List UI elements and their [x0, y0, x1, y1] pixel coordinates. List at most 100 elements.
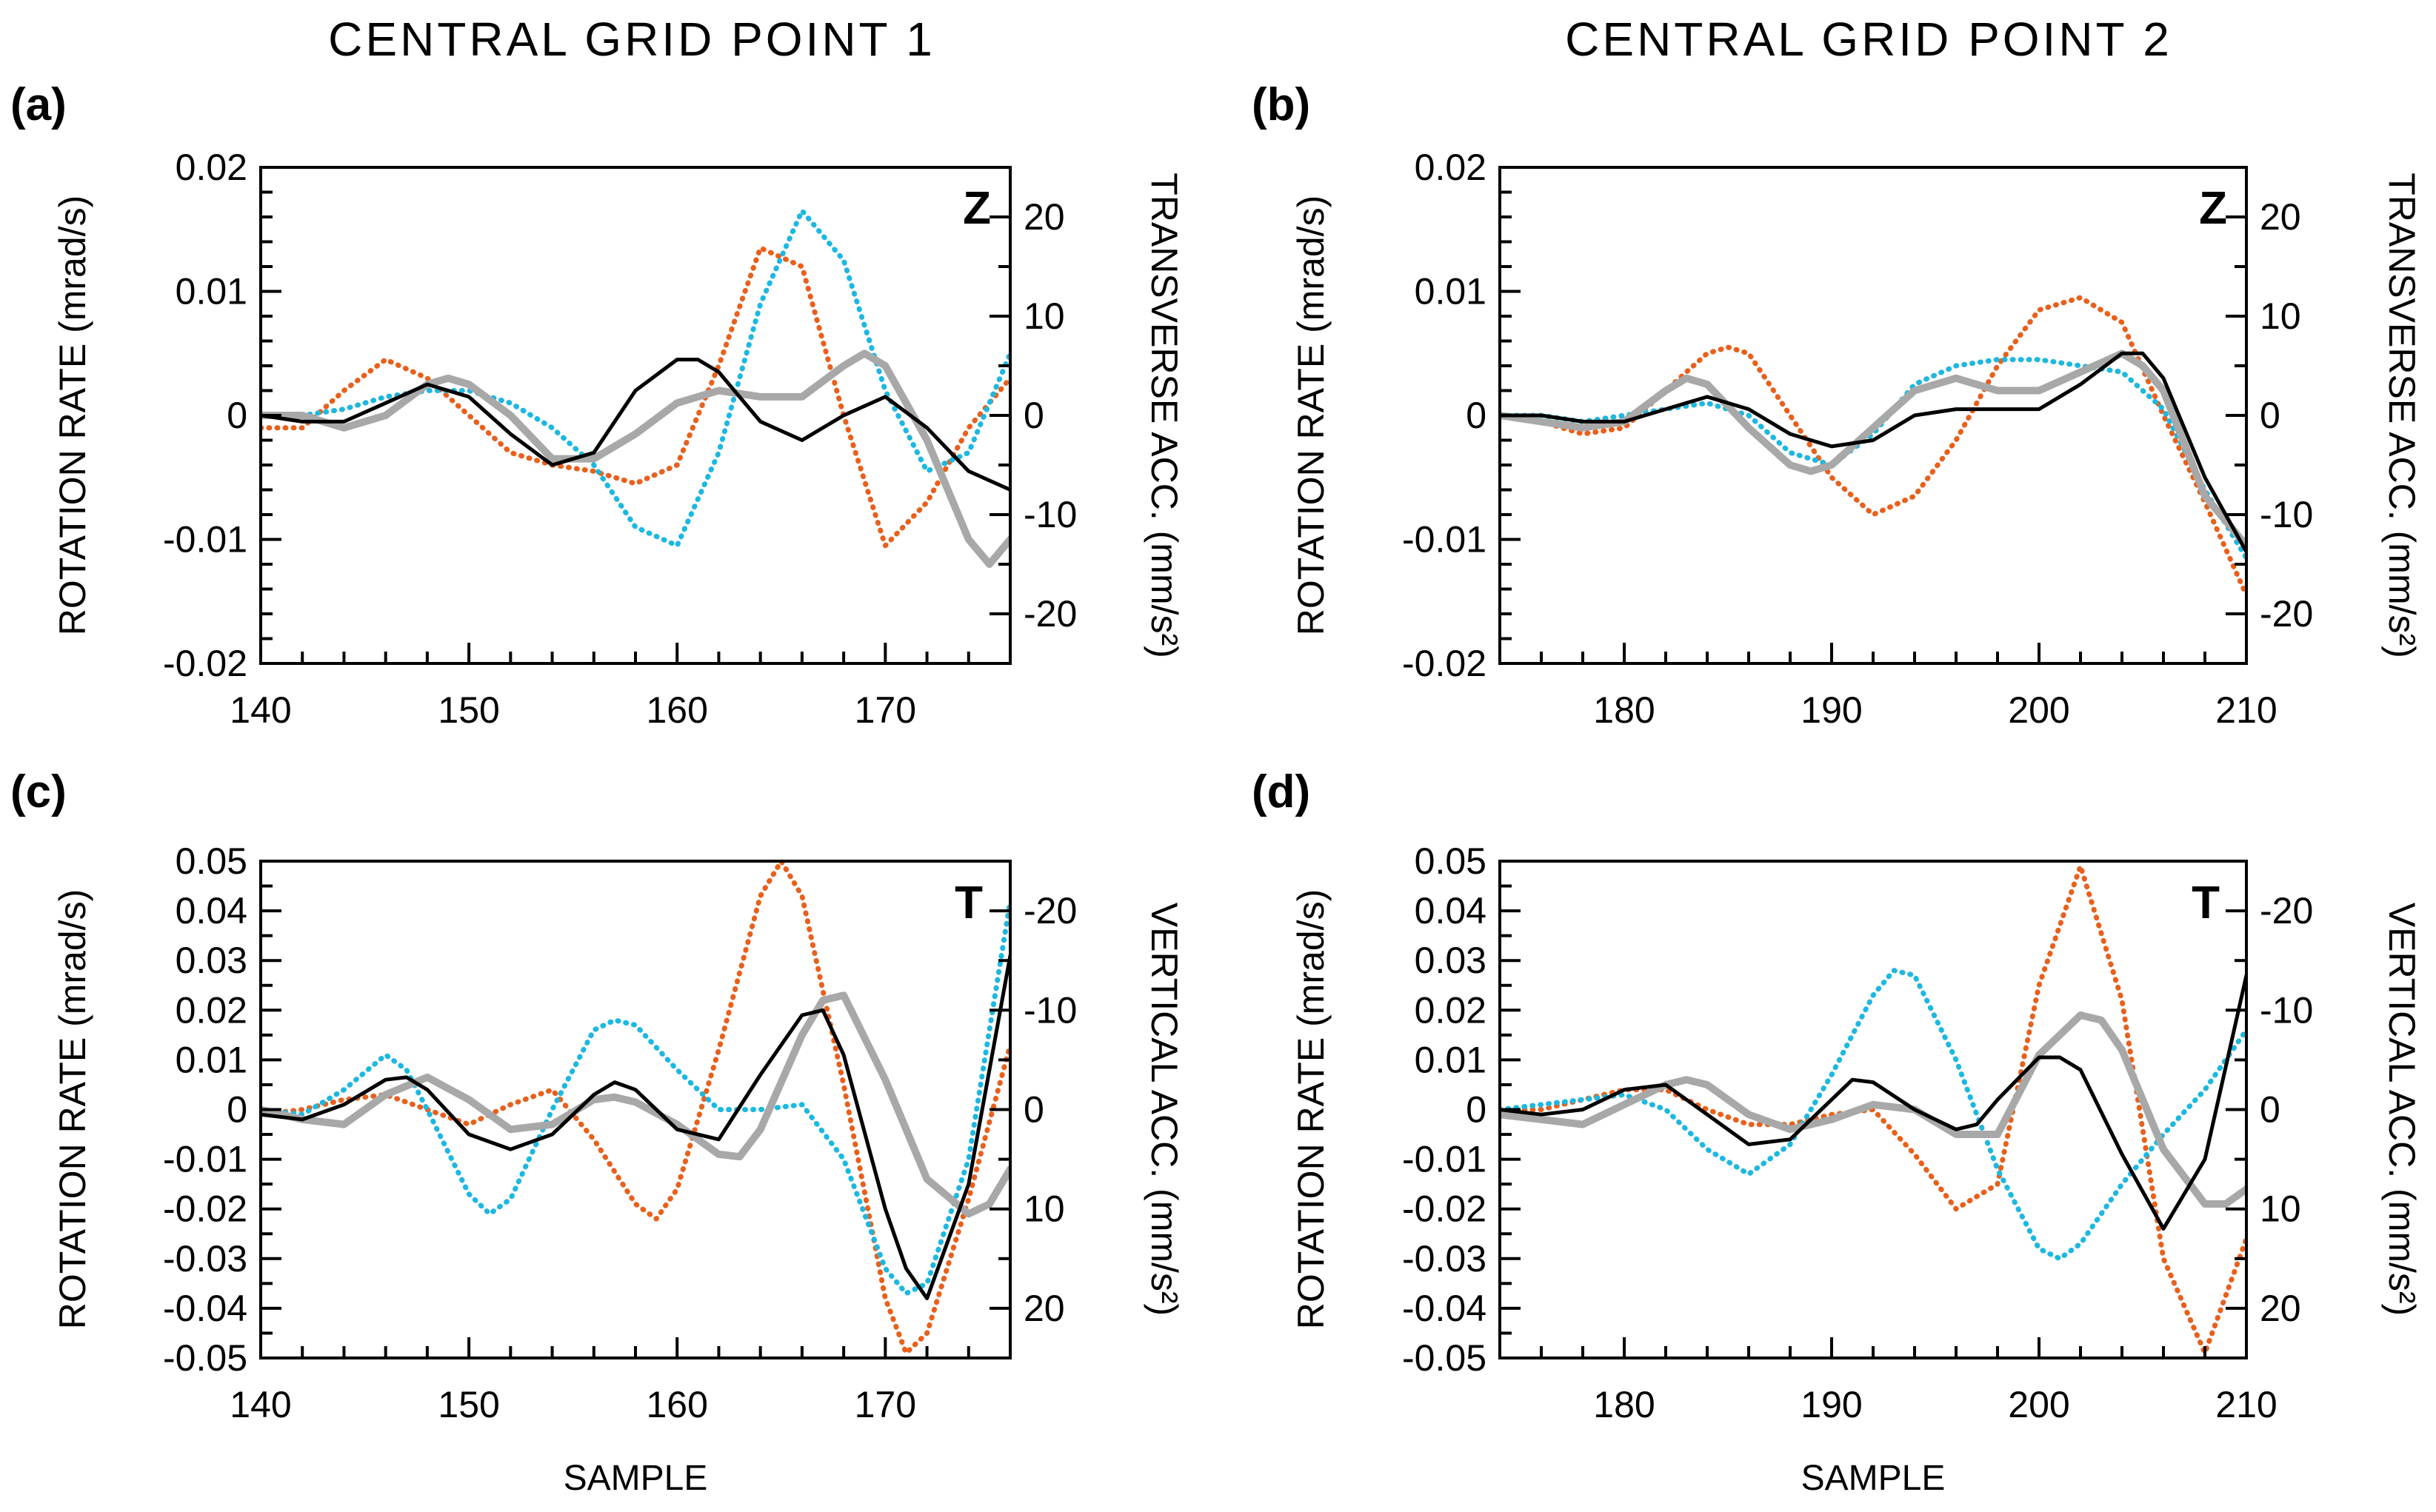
series-line-dotted-cyan	[261, 208, 1010, 549]
y-tick-label: 0	[1466, 1089, 1486, 1131]
right-y-tick-label: -20	[1024, 593, 1077, 635]
x-tick-label: 180	[1593, 1384, 1655, 1425]
right-axis-label: TRANSVERSE ACC. (mm/s²)	[2381, 173, 2423, 658]
series-line-solid-gray	[261, 991, 1010, 1218]
y-tick-label: 0.05	[176, 840, 247, 882]
y-tick-label: 0	[227, 1089, 247, 1131]
series-line-dotted-orange	[261, 245, 1010, 549]
series-group	[261, 208, 1010, 568]
y-tick-label: -0.04	[163, 1288, 247, 1329]
plot-frame	[1498, 860, 2248, 1359]
x-tick-label: 150	[438, 1384, 499, 1425]
x-tick-label: 210	[2215, 1384, 2277, 1425]
y-tick-label: 0.05	[1415, 840, 1486, 882]
series-group	[1500, 295, 2246, 598]
series-line-solid-black	[1500, 973, 2246, 1231]
y-tick-label: -0.05	[163, 1337, 247, 1379]
right-y-tick-label: 10	[1024, 1188, 1065, 1230]
panel-d: (d) 180 190 200 210-0.05-0.04-0.03-0.02-0.0…	[1252, 766, 2423, 1498]
plot-area: 180 190 200 210-0.05-0.04-0.03-0.02-0.0100.…	[1402, 840, 2313, 1425]
y-tick-label: -0.01	[163, 519, 247, 561]
y-tick-label: -0.01	[1402, 519, 1486, 561]
left-axis-label: ROTATION RATE (mrad/s)	[1290, 195, 1332, 635]
series-line-solid-black	[261, 954, 1010, 1300]
right-y-tick-label: 0	[2260, 395, 2280, 436]
plot-frame	[259, 166, 1012, 665]
component-label: Z	[963, 183, 991, 234]
right-y-tick-label: -10	[2260, 494, 2313, 535]
x-tick-label: 140	[230, 689, 291, 731]
x-tick-label: 170	[855, 1384, 916, 1425]
y-tick-label: 0.01	[176, 1039, 247, 1080]
series-line-solid-gray	[1500, 349, 2246, 549]
y-tick-label: -0.03	[163, 1238, 247, 1279]
right-y-tick-label: 20	[1024, 196, 1065, 238]
right-axis-label: VERTICAL ACC. (mm/s²)	[2381, 903, 2423, 1316]
series-line-dotted-orange	[261, 858, 1010, 1356]
series-line-dotted-cyan	[261, 898, 1010, 1297]
right-y-tick-label: -10	[1024, 989, 1077, 1031]
y-tick-label: 0.02	[1415, 989, 1486, 1031]
panel-c: (c) 140 150 160 170 -0.05 -0.04 -0.03 -0.02 -0.0…	[10, 766, 1185, 1498]
x-tick-label: 180	[1593, 689, 1655, 731]
x-tick-label: 190	[1801, 1384, 1862, 1425]
right-y-tick-label: -10	[1024, 494, 1077, 535]
column-title-1: CENTRAL GRID POINT 1	[328, 13, 935, 66]
series-line-dotted-orange	[1500, 295, 2246, 598]
series-line-dotted-cyan	[1500, 357, 2246, 561]
panel-label: (d)	[1252, 766, 1310, 817]
y-tick-label: 0.02	[176, 989, 247, 1031]
y-tick-label: 0	[227, 395, 247, 436]
x-tick-label: 210	[2215, 689, 2277, 731]
y-tick-label: 0.03	[1415, 940, 1486, 981]
y-tick-label: -0.01	[163, 1139, 247, 1180]
series-group	[1500, 863, 2246, 1356]
panel-b: (b) 180 190 200 210 -0.02 -0.01 0 0.01 0.02 20 10 0…	[1252, 79, 2423, 731]
component-label: T	[2192, 877, 2220, 929]
x-tick-label: 200	[2008, 1384, 2069, 1425]
y-tick-label: -0.02	[1402, 1188, 1486, 1230]
left-axis-label: ROTATION RATE (mrad/s)	[1290, 889, 1332, 1329]
plot-area: 180 190 200 210 -0.02 -0.01 0 0.01 0.02 20 10 0 -10 -…	[1402, 147, 2313, 731]
y-tick-label: 0.02	[176, 147, 247, 188]
right-axis-label: VERTICAL ACC. (mm/s²)	[1144, 903, 1185, 1316]
plot-frame	[1498, 166, 2248, 665]
y-tick-label: -0.03	[1402, 1238, 1486, 1279]
plot-area: 140 150 160 170 -0.02 -0.01 0 0.01 0.02 20 10 0 -10 -…	[163, 147, 1077, 731]
y-tick-label: 0	[1466, 395, 1486, 436]
x-axis-label: SAMPLE	[1801, 1459, 1946, 1498]
x-tick-label: 170	[855, 689, 916, 731]
right-y-tick-label: -20	[2260, 593, 2313, 635]
y-tick-label: -0.02	[1402, 643, 1486, 684]
right-y-tick-label: -10	[2260, 989, 2313, 1031]
plot-frame	[259, 860, 1012, 1359]
panel-label: (b)	[1252, 79, 1310, 130]
series-line-dotted-orange	[1500, 863, 2246, 1356]
right-y-tick-label: 0	[2260, 1089, 2280, 1131]
right-y-tick-label: 0	[1024, 1089, 1044, 1131]
y-tick-label: -0.05	[1402, 1337, 1486, 1379]
series-line-solid-gray	[261, 349, 1010, 568]
component-label: Z	[2199, 183, 2227, 234]
y-tick-label: 0.02	[1415, 147, 1486, 188]
panel-a: (a) 140 150 160 170 -0.02 -0.01 0 0.01 0.02 20 10 0…	[10, 79, 1185, 731]
right-y-tick-label: 0	[1024, 395, 1044, 436]
y-tick-label: -0.02	[163, 1188, 247, 1230]
y-tick-label: 0.04	[1415, 890, 1486, 931]
y-tick-label: 0.01	[1415, 1039, 1486, 1080]
series-line-solid-black	[1500, 351, 2246, 554]
right-y-tick-label: 10	[2260, 295, 2301, 337]
right-y-tick-label: 10	[1024, 295, 1065, 337]
series-group	[261, 858, 1010, 1356]
x-tick-label: 160	[647, 1384, 708, 1425]
left-axis-label: ROTATION RATE (mrad/s)	[52, 889, 93, 1329]
x-tick-label: 160	[647, 689, 708, 731]
right-y-tick-label: -20	[1024, 890, 1077, 931]
x-tick-label: 190	[1801, 689, 1862, 731]
y-tick-label: -0.01	[1402, 1139, 1486, 1180]
y-tick-label: 0.03	[176, 940, 247, 981]
plot-area: 140 150 160 170 -0.05 -0.04 -0.03 -0.02 -0.01 0 0.…	[163, 840, 1077, 1425]
right-y-tick-label: 20	[2260, 1288, 2301, 1329]
left-axis-label: ROTATION RATE (mrad/s)	[52, 195, 93, 635]
